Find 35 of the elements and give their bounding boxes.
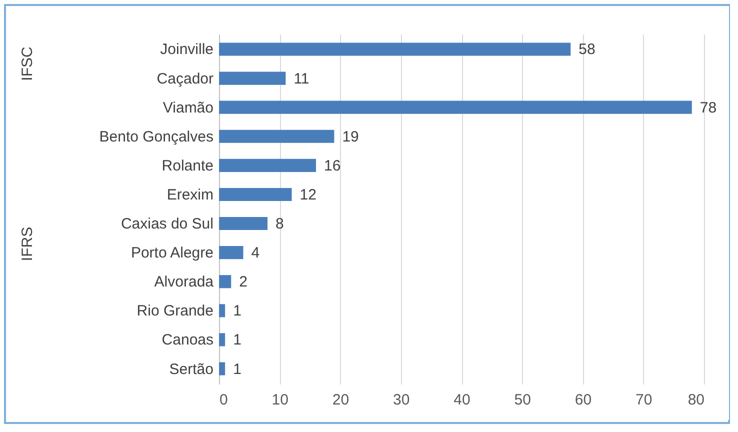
data-label: 1 [233,360,242,378]
y-tick-label: Sertão [169,360,214,378]
y-tick-label: Alvorada [154,274,214,291]
x-tick-label: 10 [272,392,288,408]
data-label: 19 [342,128,359,146]
data-label: 58 [578,41,596,58]
text: IFRS [19,226,36,262]
y-tick-label: Erexim [166,186,214,204]
y-tick-label: Joinville [160,41,214,58]
y-tick-label: Porto Alegre [130,244,214,262]
data-label: 4 [251,244,260,262]
y-tick-label: Rolante [162,157,214,174]
x-tick-label: 80 [688,392,704,408]
x-tick-label: 40 [454,392,470,408]
data-label: 1 [233,332,242,349]
text: IFSC [19,46,36,81]
x-tick-label: 0 [220,392,228,408]
data-label: 1 [233,302,242,320]
y-tick-label: Canoas [162,332,214,349]
y-tick-label: Rio Grande [136,302,214,320]
x-tick-label: 50 [514,392,531,408]
x-tick-label: 30 [393,392,410,408]
y-tick-label: Caçador [156,70,214,88]
data-label: 11 [294,70,310,88]
x-tick-label: 70 [636,392,652,408]
data-label: 2 [239,274,248,291]
data-label: 78 [700,99,717,116]
data-label: 16 [324,157,341,174]
y-tick-label: Viamão [162,99,214,116]
y-tick-label: Bento Gonçalves [99,128,214,146]
data-label: 8 [276,216,284,233]
data-label: 12 [300,186,316,204]
x-tick-label: 60 [574,392,592,408]
y-tick-label: Caxias do Sul [120,216,214,233]
x-tick-label: 20 [332,392,350,408]
